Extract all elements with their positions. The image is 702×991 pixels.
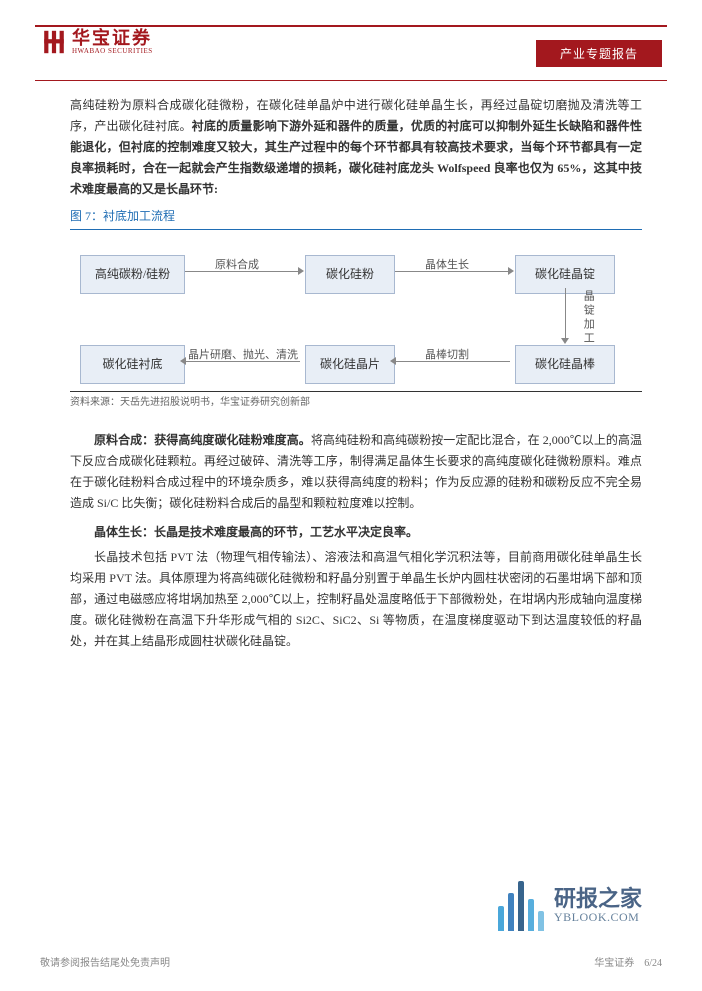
intro-paragraph: 高纯硅粉为原料合成碳化硅微粉，在碳化硅单晶炉中进行碳化硅单晶生长，再经过晶碇切磨… (70, 95, 642, 200)
watermark-cn: 研报之家 (554, 888, 642, 910)
section-2-heading-para: 晶体生长：长晶是技术难度最高的环节，工艺水平决定良率。 (70, 522, 642, 543)
flow-label-3: 晶锭加工 (578, 290, 597, 346)
arrow-icon (508, 267, 514, 275)
logo-icon (40, 28, 68, 56)
flow-box-2: 碳化硅粉 (305, 255, 395, 294)
flowchart: 高纯碳粉/硅粉 碳化硅粉 碳化硅晶锭 碳化硅晶棒 碳化硅晶片 碳化硅衬底 原料合… (70, 240, 642, 385)
watermark: 研报之家 YBLOOK.COM (496, 881, 642, 931)
flow-box-6: 碳化硅衬底 (80, 345, 185, 384)
section-2-heading: 晶体生长：长晶是技术难度最高的环节，工艺水平决定良率。 (94, 525, 418, 539)
section-1-heading: 原料合成：获得高纯度碳化硅粉难度高。 (94, 433, 311, 447)
footer-disclaimer: 敬请参阅报告结尾处免责声明 (40, 954, 170, 969)
figure-source: 资料来源：天岳先进招股说明书，华宝证券研究创新部 (70, 394, 642, 412)
figure-title-line (70, 229, 642, 230)
section-2-body: 长晶技术包括 PVT 法（物理气相传输法）、溶液法和高温气相化学沉积法等，目前商… (70, 547, 642, 652)
arrow-icon (298, 267, 304, 275)
figure-end-line (70, 391, 642, 392)
flow-box-4: 碳化硅晶棒 (515, 345, 615, 384)
logo-en: HWABAO SECURITIES (72, 47, 153, 55)
watermark-en: YBLOOK.COM (554, 910, 642, 925)
flow-label-2: 晶体生长 (425, 256, 469, 275)
content: 高纯硅粉为原料合成碳化硅微粉，在碳化硅单晶炉中进行碳化硅单晶生长，再经过晶碇切磨… (70, 95, 642, 656)
flow-label-1: 原料合成 (215, 256, 259, 275)
figure-title: 图 7：衬底加工流程 (70, 206, 642, 227)
arrow-icon (561, 338, 569, 344)
footer: 敬请参阅报告结尾处免责声明 华宝证券 6/24 (40, 954, 662, 969)
flow-label-4: 晶棒切割 (425, 346, 469, 365)
flow-box-5: 碳化硅晶片 (305, 345, 395, 384)
footer-company: 华宝证券 (594, 958, 634, 969)
report-badge: 产业专题报告 (536, 40, 662, 67)
flow-line (565, 288, 566, 340)
header-divider (35, 80, 667, 81)
footer-page: 6/24 (644, 958, 662, 969)
arrow-icon (390, 357, 396, 365)
flow-box-1: 高纯碳粉/硅粉 (80, 255, 185, 294)
arrow-icon (180, 357, 186, 365)
section-1: 原料合成：获得高纯度碳化硅粉难度高。将高纯硅粉和高纯碳粉按一定配比混合，在 2,… (70, 430, 642, 514)
logo-cn: 华宝证券 (72, 29, 153, 47)
watermark-bars (496, 881, 546, 931)
header: 华宝证券 HWABAO SECURITIES 产业专题报告 (40, 28, 662, 83)
flow-label-5: 晶片研磨、抛光、清洗 (188, 346, 298, 365)
